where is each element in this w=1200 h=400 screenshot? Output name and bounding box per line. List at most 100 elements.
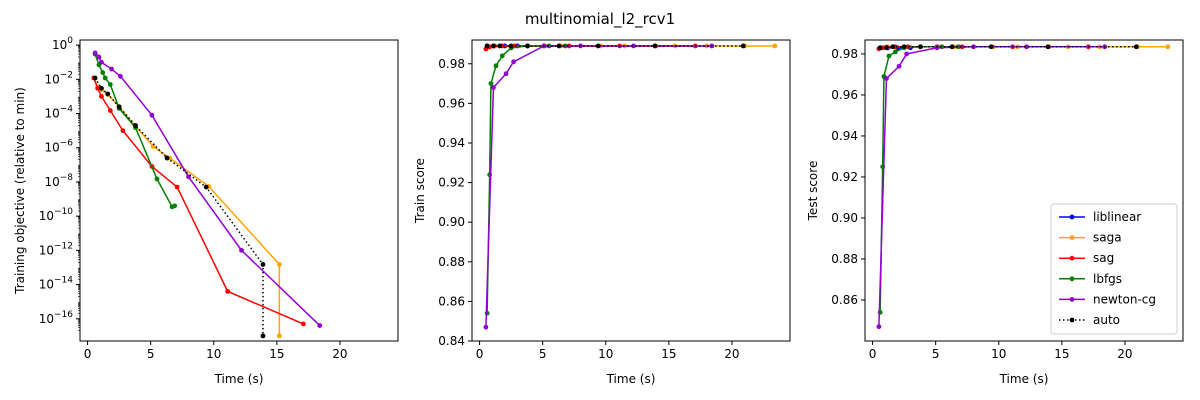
x-tick-label: 20 bbox=[332, 347, 347, 361]
series-point-lbfgs bbox=[172, 203, 178, 209]
series-point-newton-cg bbox=[884, 76, 889, 81]
series-point-auto bbox=[105, 91, 111, 97]
legend-swatch-marker bbox=[1069, 297, 1075, 302]
x-axis-label: Time (s) bbox=[999, 372, 1049, 386]
series-point-newton-cg bbox=[934, 45, 940, 51]
x-tick-label: 5 bbox=[539, 347, 547, 361]
series-line-newton-cg bbox=[485, 45, 712, 328]
series-point-newton-cg bbox=[109, 66, 114, 72]
y-tick-label: 0.92 bbox=[831, 170, 858, 184]
series-point-newton-cg bbox=[511, 59, 517, 65]
series-point-newton-cg bbox=[149, 112, 155, 118]
series-point-lbfgs bbox=[499, 53, 505, 59]
y-tick-label: 10−6 bbox=[44, 139, 73, 155]
series-point-saga bbox=[150, 143, 156, 149]
series-point-sag bbox=[225, 288, 231, 294]
series-point-sag bbox=[95, 85, 101, 91]
plot-test-score: 0 5 10 15 20 Time (s) 0.86 0.88 0.90 0.92 0.94 0.96… bbox=[806, 39, 1184, 386]
legend-entry-label: saga bbox=[1093, 231, 1122, 245]
series-line-lbfgs bbox=[94, 53, 175, 208]
y-tick-label: 100 bbox=[52, 36, 73, 52]
y-tick-label: 10−8 bbox=[44, 173, 73, 189]
series-group bbox=[91, 50, 323, 339]
axes-frame bbox=[79, 39, 399, 342]
y-axis-label: Training objective (relative to min) bbox=[13, 87, 27, 295]
series-point-auto bbox=[1045, 44, 1051, 50]
y-tick-label: 10−16 bbox=[39, 310, 74, 326]
series-point-auto bbox=[133, 123, 138, 128]
series-point-newton-cg bbox=[99, 59, 104, 65]
series-point-auto bbox=[164, 155, 170, 161]
series-group bbox=[876, 44, 1171, 330]
y-tick-label: 10−2 bbox=[44, 70, 73, 86]
series-point-auto bbox=[525, 43, 530, 49]
y-tick-label: 0.88 bbox=[831, 252, 858, 266]
y-tick-label: 0.86 bbox=[831, 293, 858, 307]
series-point-saga bbox=[1165, 44, 1171, 50]
series-point-newton-cg bbox=[491, 85, 496, 90]
series-line-newton-cg bbox=[94, 52, 321, 327]
y-tick-label: 0.92 bbox=[438, 176, 465, 190]
y-tick-label: 0.96 bbox=[831, 88, 858, 102]
y-tick-label: 0.94 bbox=[831, 129, 858, 143]
legend-swatch-marker bbox=[1069, 255, 1075, 261]
series-point-auto bbox=[203, 184, 209, 190]
series-point-auto bbox=[92, 75, 98, 81]
x-tick-label: 20 bbox=[1117, 347, 1132, 361]
series-point-sag bbox=[300, 321, 306, 327]
x-tick-label: 15 bbox=[269, 347, 284, 361]
plot-training-objective: 0 5 10 15 20 Time (s) 100 10−2 10−4 10−6 10−8 10−10… bbox=[13, 36, 399, 386]
y-tick-label: 10−14 bbox=[39, 276, 74, 292]
series-line-lbfgs bbox=[486, 45, 566, 314]
legend-entry-label: liblinear bbox=[1093, 210, 1141, 224]
x-tick-label: 0 bbox=[84, 347, 92, 361]
series-point-lbfgs bbox=[877, 309, 883, 315]
series-point-auto bbox=[884, 45, 889, 51]
x-axis-label: Time (s) bbox=[606, 372, 656, 386]
series-point-auto bbox=[901, 44, 907, 50]
series-point-auto bbox=[595, 43, 601, 49]
series-point-lbfgs bbox=[488, 81, 494, 86]
series-point-saga bbox=[276, 333, 282, 339]
x-tick-label: 10 bbox=[991, 347, 1006, 361]
axes-frame bbox=[864, 39, 1184, 342]
series-point-auto bbox=[497, 43, 503, 49]
series-point-lbfgs bbox=[892, 49, 898, 55]
series-point-newton-cg bbox=[904, 51, 910, 57]
series-point-auto bbox=[484, 43, 490, 49]
series-point-auto bbox=[260, 333, 266, 339]
y-tick-label: 0.90 bbox=[831, 211, 858, 225]
legend-swatch-marker bbox=[1069, 317, 1075, 323]
x-tick-label: 20 bbox=[724, 347, 739, 361]
series-point-auto bbox=[949, 44, 955, 50]
y-tick-label: 0.98 bbox=[831, 47, 858, 61]
legend-swatch-marker bbox=[1069, 214, 1075, 220]
y-tick-label: 10−4 bbox=[44, 105, 73, 121]
y-tick-label: 0.90 bbox=[438, 215, 465, 229]
series-point-newton-cg bbox=[317, 323, 323, 328]
series-point-lbfgs bbox=[886, 53, 892, 59]
series-point-auto bbox=[491, 43, 496, 49]
legend-entry-label: lbfgs bbox=[1093, 272, 1122, 286]
series-point-lbfgs bbox=[154, 176, 160, 182]
legend-swatch-marker bbox=[1069, 235, 1075, 241]
series-point-newton-cg bbox=[92, 50, 98, 56]
series-line-lbfgs bbox=[879, 46, 959, 313]
series-point-sag bbox=[120, 128, 126, 134]
legend-entry-label: auto bbox=[1093, 313, 1120, 327]
series-point-saga bbox=[772, 43, 778, 49]
y-axis-label: Train score bbox=[413, 158, 427, 224]
legend-entry-label: newton-cg bbox=[1093, 292, 1156, 306]
series-point-auto bbox=[260, 262, 266, 267]
y-tick-label: 0.86 bbox=[438, 294, 465, 308]
series-point-saga bbox=[276, 262, 282, 267]
series-point-newton-cg bbox=[631, 43, 636, 49]
series-point-newton-cg bbox=[483, 324, 489, 330]
series-point-auto bbox=[652, 43, 658, 49]
x-axis-label: Time (s) bbox=[214, 372, 264, 386]
x-tick-label: 5 bbox=[932, 347, 940, 361]
series-point-newton-cg bbox=[503, 71, 509, 77]
series-point-auto bbox=[99, 85, 104, 91]
series-group bbox=[483, 43, 778, 330]
series-point-newton-cg bbox=[896, 63, 902, 69]
